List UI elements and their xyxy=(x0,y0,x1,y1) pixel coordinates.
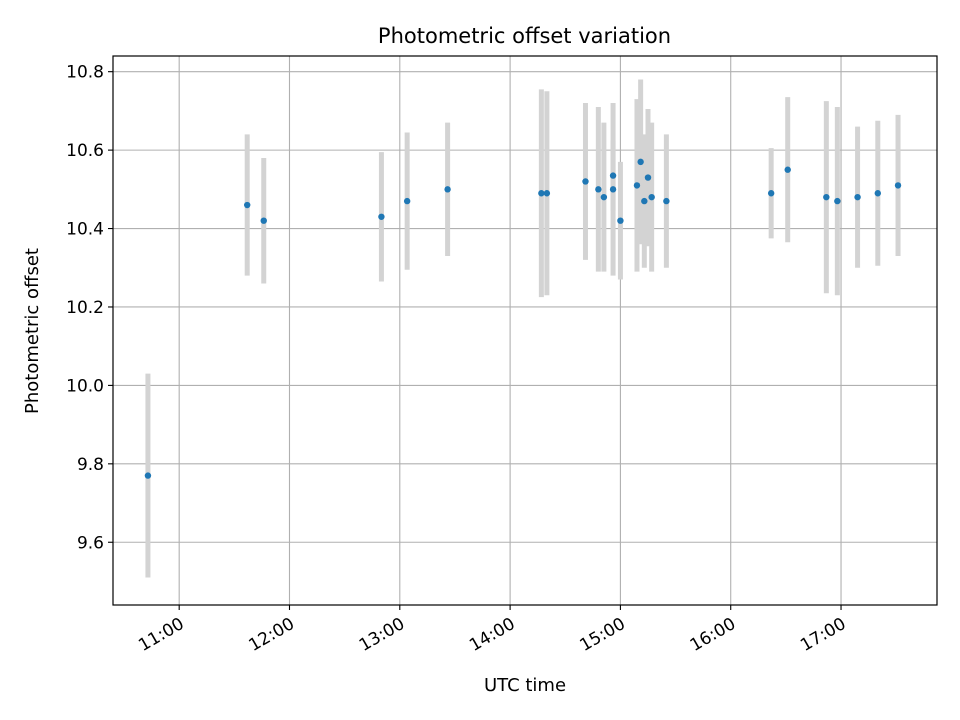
data-point xyxy=(637,158,644,166)
y-axis-label: Photometric offset xyxy=(22,248,43,414)
y-tick-label: 10.2 xyxy=(66,298,104,318)
data-point xyxy=(823,193,830,201)
y-axis-ticks: 9.6 9.8 10.0 10.2 10.4 10.6 10.8 xyxy=(66,63,113,553)
data-points xyxy=(144,158,902,479)
data-point xyxy=(378,213,385,220)
data-point xyxy=(834,197,841,205)
data-point xyxy=(538,190,545,197)
data-point xyxy=(663,197,670,205)
data-point xyxy=(641,197,648,205)
data-point xyxy=(144,472,152,479)
plot-frame xyxy=(112,55,938,606)
data-point xyxy=(609,186,617,193)
y-tick-label: 9.6 xyxy=(77,533,104,553)
data-point xyxy=(644,174,652,181)
data-point xyxy=(444,186,451,193)
data-point xyxy=(582,178,589,185)
data-point xyxy=(648,193,655,201)
y-tick-label: 10.4 xyxy=(66,220,104,240)
data-point xyxy=(260,217,267,224)
grid xyxy=(113,56,937,605)
x-axis-label: UTC time xyxy=(484,675,566,696)
y-tick-label: 10.8 xyxy=(66,63,104,83)
data-point xyxy=(617,217,624,224)
data-point xyxy=(874,190,882,197)
y-tick-label: 9.8 xyxy=(77,455,104,475)
data-point xyxy=(633,182,641,189)
data-point xyxy=(244,201,251,209)
data-point xyxy=(784,166,791,173)
data-point xyxy=(894,182,902,189)
data-point xyxy=(595,186,602,193)
y-tick-label: 10.0 xyxy=(66,376,104,396)
data-point xyxy=(543,190,551,197)
data-point xyxy=(403,197,411,205)
data-point xyxy=(600,193,608,201)
chart-title: Photometric offset variation xyxy=(378,24,671,48)
data-point xyxy=(609,172,617,179)
data-point xyxy=(854,193,861,201)
y-tick-label: 10.6 xyxy=(66,141,104,161)
data-point xyxy=(767,190,775,197)
